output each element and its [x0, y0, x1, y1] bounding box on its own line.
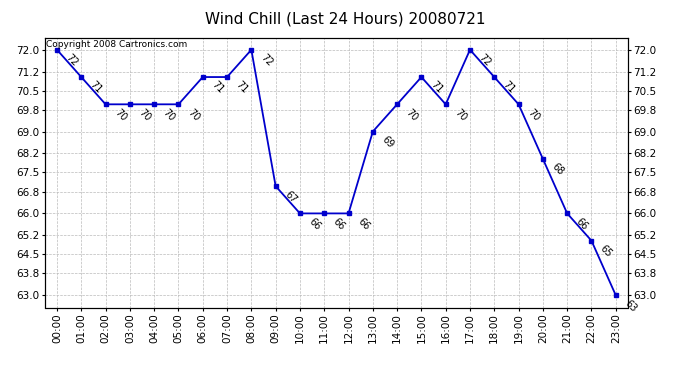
Text: 70: 70 [137, 107, 152, 123]
Text: 71: 71 [88, 80, 104, 96]
Text: 71: 71 [210, 80, 226, 96]
Text: 70: 70 [453, 107, 469, 123]
Text: 67: 67 [283, 189, 298, 205]
Text: Copyright 2008 Cartronics.com: Copyright 2008 Cartronics.com [46, 40, 187, 49]
Text: 66: 66 [355, 216, 371, 232]
Text: 70: 70 [404, 107, 420, 123]
Text: 70: 70 [161, 107, 177, 123]
Text: 71: 71 [428, 80, 444, 96]
Text: 70: 70 [112, 107, 128, 123]
Text: 69: 69 [380, 134, 395, 150]
Text: 63: 63 [622, 298, 638, 314]
Text: 72: 72 [477, 53, 493, 69]
Text: 72: 72 [258, 53, 274, 69]
Text: Wind Chill (Last 24 Hours) 20080721: Wind Chill (Last 24 Hours) 20080721 [205, 11, 485, 26]
Text: 71: 71 [234, 80, 250, 96]
Text: 70: 70 [526, 107, 542, 123]
Text: 71: 71 [501, 80, 517, 96]
Text: 66: 66 [574, 216, 590, 232]
Text: 66: 66 [307, 216, 323, 232]
Text: 68: 68 [550, 162, 566, 177]
Text: 72: 72 [64, 53, 80, 69]
Text: 66: 66 [331, 216, 347, 232]
Text: 70: 70 [186, 107, 201, 123]
Text: 65: 65 [598, 243, 614, 259]
